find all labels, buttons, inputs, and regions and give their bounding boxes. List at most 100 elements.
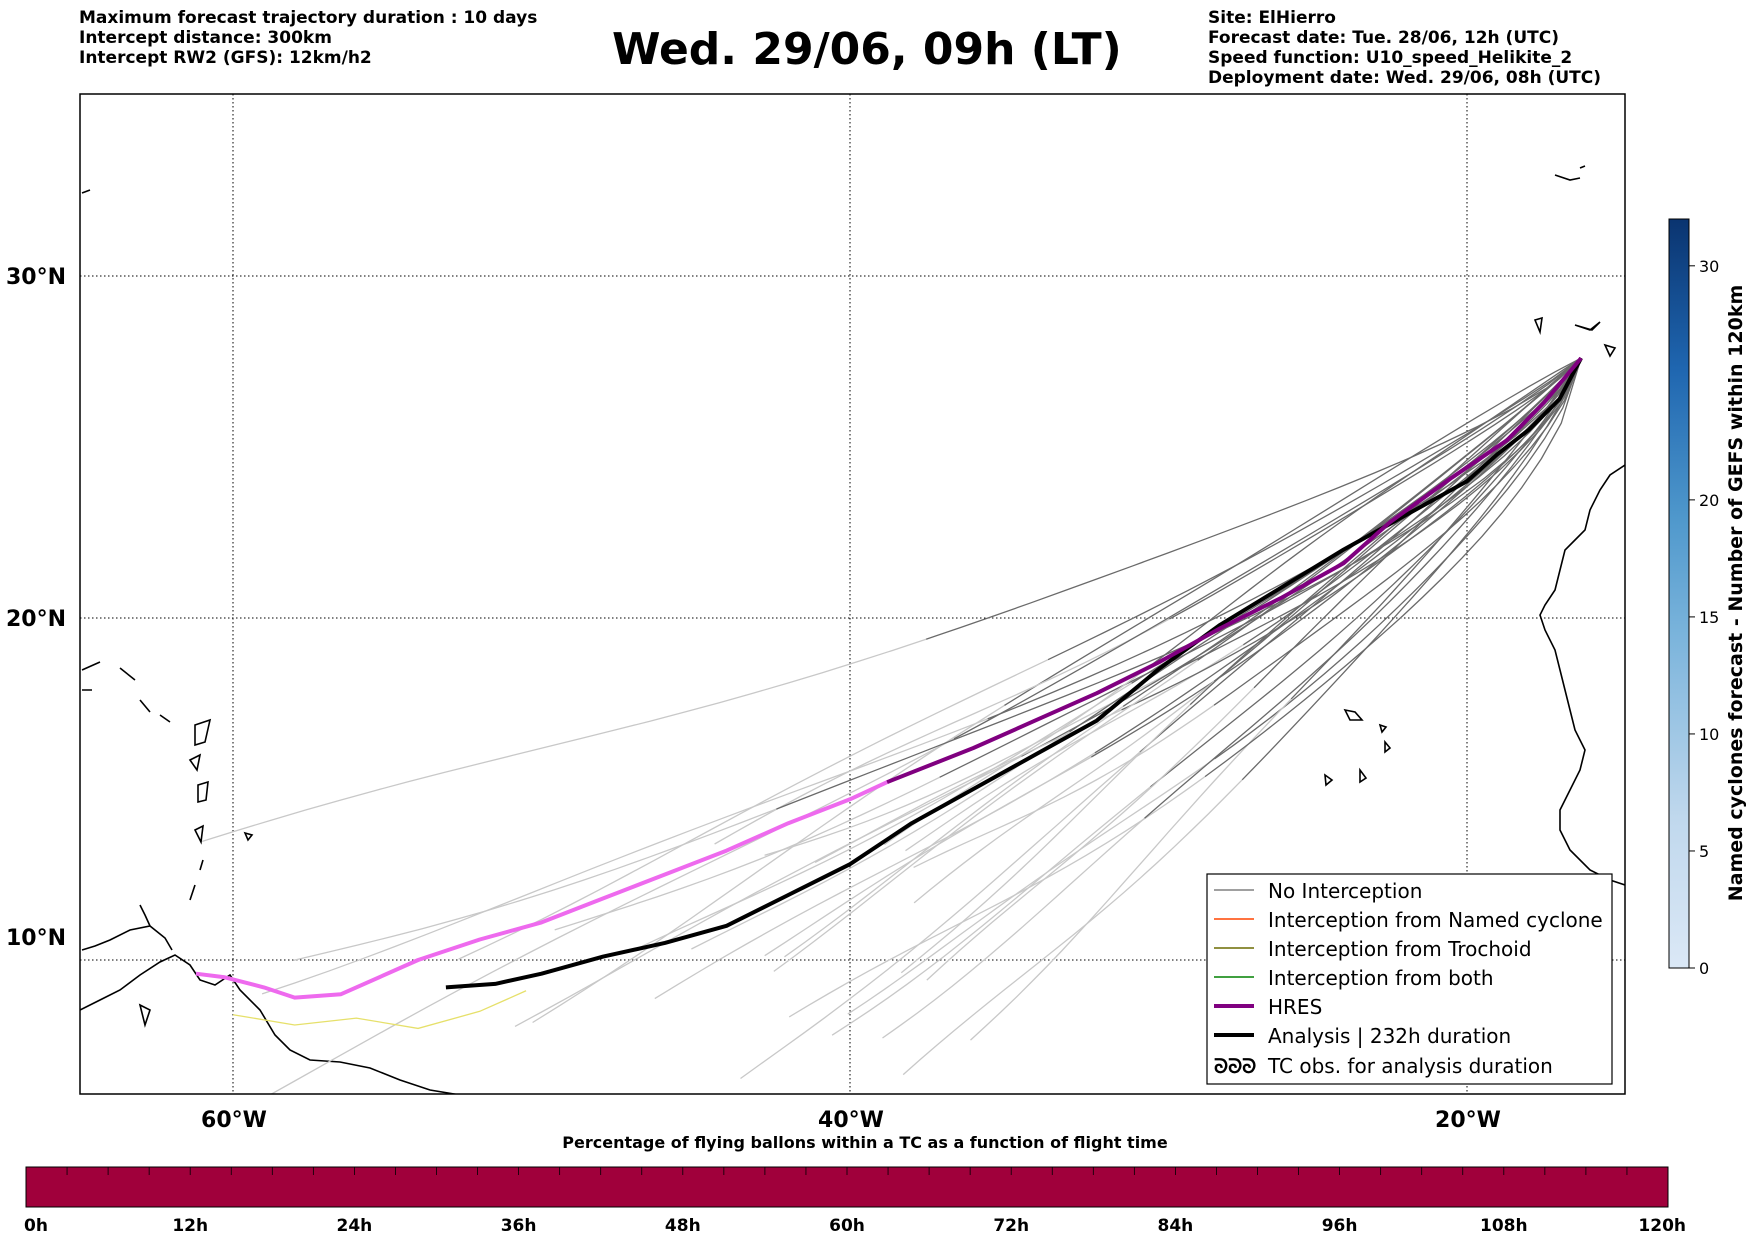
lon-label-60w: 60°W bbox=[201, 1108, 267, 1133]
bottom-bar-tick-label: 36h bbox=[501, 1216, 537, 1236]
ensemble-track-late bbox=[900, 704, 1191, 974]
header-left: Maximum forecast trajectory duration : 1… bbox=[79, 8, 537, 68]
antilles-4 bbox=[193, 824, 204, 845]
canary-tenerife bbox=[1603, 343, 1617, 358]
legend-label-tc-obs: TC obs. for analysis duration bbox=[1267, 1054, 1553, 1078]
ensemble-track-late bbox=[913, 704, 1215, 868]
ensemble-track-late bbox=[913, 680, 1215, 904]
bottom-bar-tick-label: 0h bbox=[24, 1216, 48, 1236]
bottom-bar-tick-label: 48h bbox=[665, 1216, 701, 1236]
header-intercept-distance: Intercept distance: 300km bbox=[79, 28, 332, 48]
longitude-labels: 60°W 40°W 20°W bbox=[201, 1108, 1501, 1133]
header-right: Site: ElHierro Forecast date: Tue. 28/06… bbox=[1208, 8, 1601, 88]
page-title: Wed. 29/06, 09h (LT) bbox=[612, 24, 1122, 75]
header-duration: Maximum forecast trajectory duration : 1… bbox=[79, 8, 538, 28]
ensemble-track-late bbox=[764, 670, 1174, 856]
ensemble-track-early bbox=[1241, 357, 1582, 781]
ensemble-track-late bbox=[691, 731, 1070, 950]
canary-lanzarote bbox=[1574, 321, 1601, 331]
header-forecast-date: Forecast date: Tue. 28/06, 12h (UTC) bbox=[1208, 28, 1559, 48]
ensemble-track-early bbox=[1090, 357, 1582, 758]
bahamas bbox=[81, 661, 171, 723]
ensemble-track-early bbox=[776, 357, 1582, 810]
cape-verde-5 bbox=[1359, 767, 1368, 784]
legend-box bbox=[1206, 873, 1613, 1085]
analysis-track bbox=[445, 357, 1583, 990]
legend-label-no-interception: No Interception bbox=[1268, 879, 1422, 903]
ensemble-track-late bbox=[514, 755, 1022, 1027]
ensemble-track-late bbox=[847, 758, 1215, 1015]
ensemble-track-late bbox=[654, 752, 1096, 1000]
ensemble-track-late bbox=[293, 808, 777, 962]
header-site: Site: ElHierro bbox=[1208, 8, 1336, 28]
ensemble-track-early bbox=[1204, 357, 1582, 778]
caribbean-islands bbox=[81, 904, 173, 951]
cape-verde-4 bbox=[1324, 773, 1334, 787]
map-frame bbox=[79, 93, 1626, 1095]
ensemble-track-late bbox=[970, 698, 1292, 1041]
africa-coast bbox=[1539, 464, 1625, 886]
bottom-bar-tick-label: 120h bbox=[1638, 1216, 1686, 1236]
ensemble-track-late bbox=[261, 718, 988, 995]
trajectories bbox=[195, 356, 1583, 1094]
ensemble-track-late bbox=[905, 644, 1244, 852]
madeira bbox=[1554, 165, 1586, 181]
ensemble-track-late bbox=[554, 776, 940, 931]
ensemble-track-late bbox=[882, 817, 1145, 1039]
ensemble-track-late bbox=[270, 738, 955, 1094]
colorbar-tick-label: 10 bbox=[1699, 725, 1719, 744]
lat-label-20n: 20°N bbox=[6, 607, 66, 632]
cape-verde-1 bbox=[1343, 708, 1364, 721]
lat-label-10n: 10°N bbox=[6, 926, 66, 951]
ensemble-track-early bbox=[1094, 357, 1582, 754]
ensemble-track-early bbox=[1145, 357, 1582, 670]
colorbar-gradient bbox=[1668, 218, 1690, 969]
colorbar-ticks: 0 5 10 15 20 30 bbox=[1689, 257, 1719, 978]
bottom-bar-ticks: 0h 12h 24h 36h 48h 60h 72h 84h 96h 108h 120h bbox=[24, 1167, 1686, 1236]
legend-label-hres: HRES bbox=[1268, 995, 1322, 1019]
azores-west bbox=[81, 189, 91, 194]
lat-label-30n: 30°N bbox=[6, 265, 66, 290]
cape-verde-2 bbox=[1378, 723, 1388, 734]
ensemble-track-early bbox=[1214, 357, 1582, 760]
ensemble-track-late bbox=[784, 705, 1124, 958]
bottom-bar-tick-label: 72h bbox=[993, 1216, 1029, 1236]
ensemble-track-early bbox=[1197, 357, 1582, 661]
bottom-bar-tick-label: 24h bbox=[337, 1216, 373, 1236]
colorbar-label: Named cyclones forecast - Number of GEFS… bbox=[1725, 285, 1747, 902]
colorbar-tick-label: 30 bbox=[1699, 257, 1719, 276]
legend-label-both: Interception from both bbox=[1268, 966, 1494, 990]
ensemble-track-early bbox=[953, 357, 1582, 740]
trochoid-track bbox=[232, 990, 527, 1030]
bottom-bar-tick-label: 96h bbox=[1322, 1216, 1358, 1236]
antilles-3 bbox=[197, 780, 209, 804]
latitude-labels: 30°N 20°N 10°N bbox=[6, 265, 66, 951]
antilles-2 bbox=[188, 753, 202, 772]
legend-label-named-cyclone: Interception from Named cyclone bbox=[1268, 908, 1603, 932]
colorbar-tick-label: 5 bbox=[1699, 842, 1709, 861]
colorbar-tick-label: 0 bbox=[1699, 959, 1709, 978]
legend-tc-symbol: ᘐᘐᘐ bbox=[1214, 1054, 1256, 1078]
hres-track-late bbox=[195, 780, 888, 1000]
ensemble-track-early bbox=[1169, 357, 1582, 620]
ensemble-track-early bbox=[987, 357, 1582, 720]
ensemble-track-early bbox=[1172, 357, 1582, 673]
header-speed-function: Speed function: U10_speed_Helikite_2 bbox=[1208, 48, 1573, 68]
ensemble-track-early bbox=[925, 357, 1582, 640]
bottom-bar-tick-label: 84h bbox=[1158, 1216, 1194, 1236]
header-intercept-rw2: Intercept RW2 (GFS): 12km/h2 bbox=[79, 48, 372, 68]
coastlines bbox=[80, 165, 1625, 1094]
ensemble-track-late bbox=[714, 618, 1170, 845]
legend: No Interception Interception from Named … bbox=[1206, 873, 1613, 1085]
cape-verde-3 bbox=[1384, 739, 1392, 754]
ensemble-track-late bbox=[740, 751, 1141, 1080]
bottom-bar-title: Percentage of flying ballons within a TC… bbox=[562, 1133, 1168, 1152]
south-america-coast bbox=[80, 954, 459, 1094]
canary-lapalma bbox=[1533, 316, 1543, 335]
ensemble-track-late bbox=[773, 659, 1198, 972]
header-deployment-date: Deployment date: Wed. 29/06, 08h (UTC) bbox=[1208, 68, 1602, 88]
flight-time-bar: Percentage of flying ballons within a TC… bbox=[24, 1133, 1686, 1236]
lon-label-40w: 40°W bbox=[818, 1108, 884, 1133]
ensemble-track-late bbox=[926, 687, 1255, 981]
legend-label-analysis: Analysis | 232h duration bbox=[1268, 1024, 1511, 1048]
